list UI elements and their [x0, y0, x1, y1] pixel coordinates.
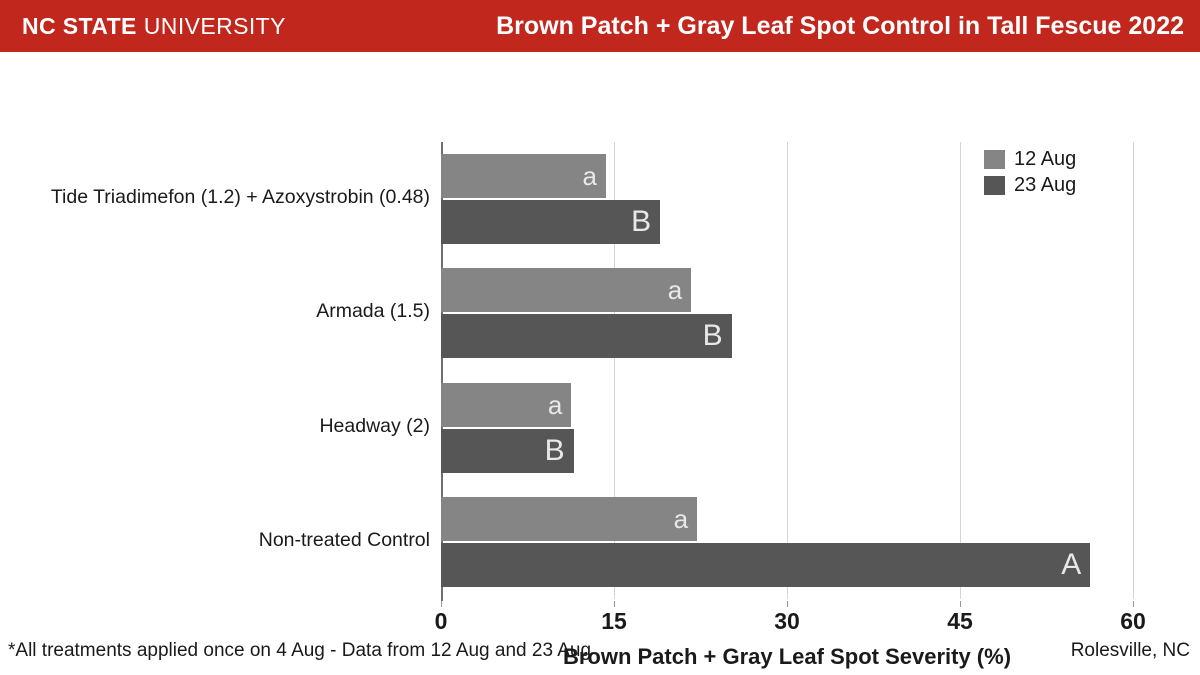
- category-label: Armada (1.5): [316, 300, 430, 323]
- legend-item: 12 Aug: [984, 148, 1076, 171]
- y-axis-line: [441, 142, 443, 601]
- page-title: Brown Patch + Gray Leaf Spot Control in …: [496, 11, 1184, 40]
- footer: *All treatments applied once on 4 Aug - …: [0, 640, 1200, 675]
- location-text: Rolesville, NC: [1070, 640, 1190, 661]
- bar-value-label: A: [1061, 547, 1082, 581]
- bar-value-label: a: [547, 389, 563, 420]
- category-label: Tide Triadimefon (1.2) + Azoxystrobin (0…: [50, 186, 430, 209]
- x-axis-tick: [1133, 601, 1134, 607]
- bar-value-label: a: [667, 275, 683, 306]
- x-axis-tick-label: 45: [947, 608, 973, 634]
- x-axis-tick: [960, 601, 961, 607]
- brand-name-bold: NC STATE: [22, 12, 137, 39]
- gridline: [960, 142, 961, 599]
- x-axis-tick: [614, 601, 615, 607]
- category-label: Headway (2): [319, 414, 430, 437]
- bar: A: [441, 542, 1091, 587]
- brand-name-light: UNIVERSITY: [143, 12, 286, 39]
- x-axis-tick: [441, 601, 442, 607]
- nc-state-logo: NC STATE UNIVERSITY: [22, 13, 286, 40]
- bar: B: [441, 200, 661, 245]
- legend-swatch-icon: [984, 176, 1005, 195]
- bar-value-label: a: [673, 503, 689, 534]
- category-axis-labels: Tide Triadimefon (1.2) + Azoxystrobin (0…: [0, 142, 431, 599]
- bar-value-label: B: [544, 433, 565, 467]
- bar-chart: Tide Triadimefon (1.2) + Azoxystrobin (0…: [0, 52, 1200, 669]
- x-axis-tick-label: 30: [774, 608, 800, 634]
- header-banner: NC STATE UNIVERSITY Brown Patch + Gray L…: [0, 0, 1200, 52]
- x-axis-tick-label: 15: [601, 608, 627, 634]
- x-axis-tick-label: 60: [1120, 608, 1146, 634]
- legend-item: 23 Aug: [984, 174, 1076, 197]
- x-axis-tick-label: 0: [434, 608, 448, 634]
- bar-value-label: a: [582, 161, 597, 192]
- bar-value-label: B: [631, 205, 652, 239]
- bar: B: [441, 314, 732, 359]
- category-label: Non-treated Control: [258, 528, 430, 551]
- legend-label: 12 Aug: [1014, 148, 1077, 170]
- x-axis-title: Brown Patch + Gray Leaf Spot Severity (%…: [562, 644, 1012, 669]
- bar: B: [441, 428, 574, 473]
- bar: a: [441, 496, 698, 541]
- gridline: [1133, 142, 1134, 599]
- legend-label: 23 Aug: [1014, 174, 1077, 196]
- legend-swatch-icon: [984, 150, 1005, 169]
- chart-legend: 12 Aug 23 Aug: [984, 148, 1076, 197]
- footnote-text: *All treatments applied once on 4 Aug - …: [8, 640, 592, 661]
- gridline: [614, 142, 615, 599]
- bar: a: [441, 268, 692, 313]
- bar-value-label: B: [702, 319, 723, 353]
- x-axis-tick: [787, 601, 788, 607]
- bar: a: [441, 154, 606, 199]
- gridline: [787, 142, 788, 599]
- bar: a: [441, 382, 572, 427]
